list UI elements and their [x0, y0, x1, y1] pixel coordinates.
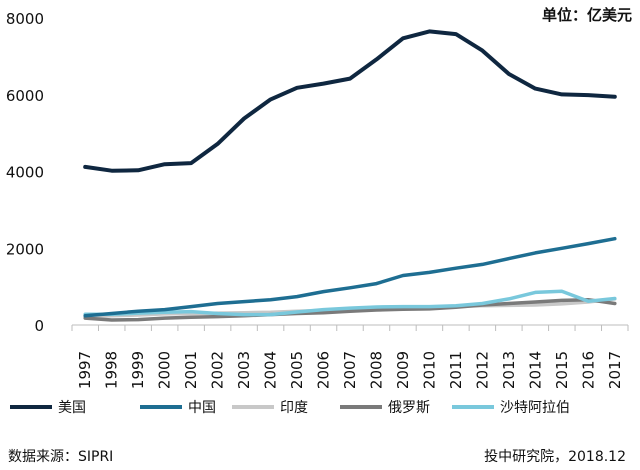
x-tick-label: 1999 [129, 351, 147, 389]
x-tick-label: 2013 [500, 351, 518, 389]
legend-label: 沙特阿拉伯 [500, 400, 570, 416]
credit-note: 投中研究院，2018.12 [484, 449, 626, 465]
x-tick-label: 2003 [235, 351, 253, 389]
x-tick-label: 2015 [553, 351, 571, 389]
series-line-3 [83, 297, 617, 322]
x-tick-label: 2012 [473, 351, 491, 389]
x-tick-label: 2004 [262, 351, 280, 389]
legend-label: 俄罗斯 [388, 400, 430, 416]
x-tick-label: 2016 [579, 351, 597, 389]
x-tick-label: 2014 [526, 351, 544, 389]
series-line-4 [83, 289, 617, 317]
x-tick-label: 2017 [606, 351, 624, 389]
legend-label: 中国 [188, 400, 216, 416]
x-tick-label: 2001 [182, 351, 200, 389]
x-tick-label: 2007 [341, 351, 359, 389]
data-source-note: 数据来源：SIPRI [8, 449, 114, 465]
legend: 美国 中国 印度 俄罗斯 沙特阿拉伯 [10, 400, 570, 416]
unit-label: 单位：亿美元 [542, 6, 632, 24]
y-axis-ticks: 0 2000 4000 6000 8000 [6, 10, 44, 335]
x-tick-label: 2009 [394, 351, 412, 389]
x-tick-label: 1998 [103, 351, 121, 389]
y-tick-label: 2000 [6, 240, 44, 258]
x-tick-label: 2008 [367, 351, 385, 389]
x-tick-label: 2005 [288, 351, 306, 389]
series-line-0 [83, 29, 617, 173]
legend-label: 印度 [280, 400, 308, 416]
series-lines [83, 29, 617, 322]
y-tick-label: 4000 [6, 164, 44, 182]
x-tick-label: 2006 [315, 351, 333, 389]
x-tick-label: 2000 [156, 351, 174, 389]
x-axis-ticks: 1997 1998 1999 2000 2001 2002 2003 2004 2005 2006… [71, 325, 629, 389]
y-tick-label: 0 [34, 317, 44, 335]
y-tick-label: 6000 [6, 87, 44, 105]
x-tick-label: 2002 [209, 351, 227, 389]
series-line-1 [83, 236, 617, 318]
x-tick-label: 1997 [76, 351, 94, 389]
x-tick-label: 2010 [420, 351, 438, 389]
x-tick-label: 2011 [447, 351, 465, 389]
y-tick-label: 8000 [6, 10, 44, 28]
legend-label: 美国 [58, 400, 86, 416]
